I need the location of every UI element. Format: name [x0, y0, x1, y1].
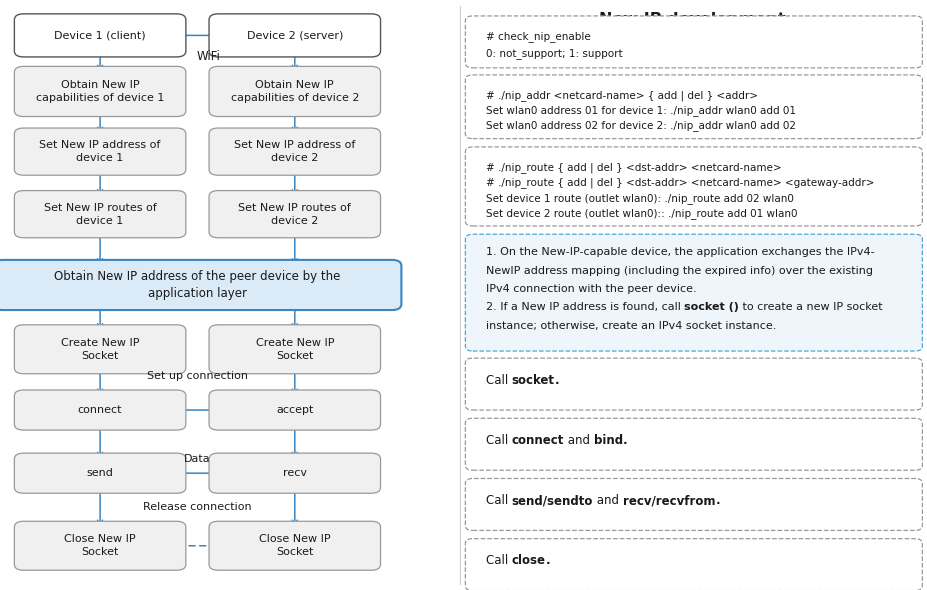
- FancyBboxPatch shape: [209, 453, 380, 493]
- FancyBboxPatch shape: [209, 191, 380, 238]
- Text: Obtain New IP address of the peer device by the
application layer: Obtain New IP address of the peer device…: [55, 270, 340, 300]
- Text: # ./nip_route { add | del } <dst-addr> <netcard-name>: # ./nip_route { add | del } <dst-addr> <…: [486, 162, 781, 173]
- FancyBboxPatch shape: [465, 418, 922, 470]
- FancyBboxPatch shape: [465, 147, 922, 226]
- Text: Obtain New IP
capabilities of device 2: Obtain New IP capabilities of device 2: [231, 80, 359, 103]
- Text: # ./nip_route { add | del } <dst-addr> <netcard-name> <gateway-addr>: # ./nip_route { add | del } <dst-addr> <…: [486, 178, 874, 188]
- FancyBboxPatch shape: [209, 390, 380, 430]
- FancyBboxPatch shape: [465, 539, 922, 590]
- Text: socket (): socket (): [684, 302, 739, 312]
- FancyBboxPatch shape: [209, 324, 380, 374]
- Text: IPv4 connection with the peer device.: IPv4 connection with the peer device.: [486, 284, 696, 294]
- Text: Close New IP
Socket: Close New IP Socket: [259, 535, 331, 557]
- FancyBboxPatch shape: [209, 14, 380, 57]
- Text: .: .: [716, 494, 720, 507]
- Text: Call: Call: [486, 374, 512, 387]
- FancyBboxPatch shape: [465, 16, 922, 68]
- Text: socket: socket: [512, 374, 554, 387]
- Text: Release connection: Release connection: [143, 503, 252, 512]
- Text: New IP development: New IP development: [599, 12, 786, 27]
- Text: bind: bind: [594, 434, 623, 447]
- Text: and: and: [565, 434, 594, 447]
- Text: Set wlan0 address 01 for device 1: ./nip_addr wlan0 add 01: Set wlan0 address 01 for device 1: ./nip…: [486, 106, 795, 116]
- Text: Call: Call: [486, 434, 512, 447]
- Text: Set device 2 route (outlet wlan0):: ./nip_route add 01 wlan0: Set device 2 route (outlet wlan0):: ./ni…: [486, 208, 797, 219]
- Text: .: .: [623, 434, 628, 447]
- FancyBboxPatch shape: [14, 324, 185, 374]
- Text: to create a new IP socket: to create a new IP socket: [739, 302, 883, 312]
- Text: connect: connect: [78, 405, 122, 415]
- FancyBboxPatch shape: [14, 67, 185, 117]
- FancyBboxPatch shape: [465, 478, 922, 530]
- FancyBboxPatch shape: [14, 390, 185, 430]
- Text: 1. On the New-IP-capable device, the application exchanges the IPv4-: 1. On the New-IP-capable device, the app…: [486, 247, 874, 257]
- Text: Obtain New IP
capabilities of device 1: Obtain New IP capabilities of device 1: [36, 80, 164, 103]
- Text: # check_nip_enable: # check_nip_enable: [486, 31, 590, 42]
- Text: NewIP address mapping (including the expired info) over the existing: NewIP address mapping (including the exp…: [486, 266, 872, 276]
- FancyBboxPatch shape: [209, 522, 380, 570]
- Text: recv: recv: [283, 468, 307, 478]
- Text: Set New IP address of
device 2: Set New IP address of device 2: [235, 140, 355, 163]
- FancyBboxPatch shape: [209, 128, 380, 175]
- FancyBboxPatch shape: [0, 260, 401, 310]
- Text: .: .: [546, 555, 551, 568]
- Text: .: .: [554, 374, 559, 387]
- FancyBboxPatch shape: [209, 67, 380, 117]
- FancyBboxPatch shape: [465, 358, 922, 410]
- Text: Set New IP routes of
device 1: Set New IP routes of device 1: [44, 203, 157, 225]
- Text: accept: accept: [276, 405, 313, 415]
- Text: Call: Call: [486, 555, 512, 568]
- Text: Device 1 (client): Device 1 (client): [55, 31, 146, 40]
- Text: Set wlan0 address 02 for device 2: ./nip_addr wlan0 add 02: Set wlan0 address 02 for device 2: ./nip…: [486, 120, 795, 132]
- FancyBboxPatch shape: [14, 14, 185, 57]
- Text: recv/recvfrom: recv/recvfrom: [623, 494, 716, 507]
- Text: 2. If a New IP address is found, call: 2. If a New IP address is found, call: [486, 302, 684, 312]
- FancyBboxPatch shape: [14, 128, 185, 175]
- FancyBboxPatch shape: [465, 75, 922, 139]
- Text: connect: connect: [512, 434, 565, 447]
- Text: WiFi: WiFi: [197, 50, 221, 63]
- Text: close: close: [512, 555, 546, 568]
- Text: and: and: [593, 494, 623, 507]
- Text: Create New IP
Socket: Create New IP Socket: [256, 338, 334, 360]
- Text: Close New IP
Socket: Close New IP Socket: [64, 535, 136, 557]
- Text: instance; otherwise, create an IPv4 socket instance.: instance; otherwise, create an IPv4 sock…: [486, 320, 776, 330]
- Text: Set device 1 route (outlet wlan0): ./nip_route add 02 wlan0: Set device 1 route (outlet wlan0): ./nip…: [486, 192, 794, 204]
- Text: send: send: [87, 468, 113, 478]
- Text: Create New IP
Socket: Create New IP Socket: [61, 338, 139, 360]
- Text: send/sendto: send/sendto: [512, 494, 593, 507]
- Text: Set New IP routes of
device 2: Set New IP routes of device 2: [238, 203, 351, 225]
- Text: Set New IP address of
device 1: Set New IP address of device 1: [40, 140, 160, 163]
- Text: Call: Call: [486, 494, 512, 507]
- Text: 0: not_support; 1: support: 0: not_support; 1: support: [486, 48, 622, 59]
- Text: Device 2 (server): Device 2 (server): [247, 31, 343, 40]
- Text: Set up connection: Set up connection: [147, 372, 248, 381]
- FancyBboxPatch shape: [465, 234, 922, 351]
- FancyBboxPatch shape: [14, 453, 185, 493]
- FancyBboxPatch shape: [14, 191, 185, 238]
- Text: # ./nip_addr <netcard-name> { add | del } <addr>: # ./nip_addr <netcard-name> { add | del …: [486, 90, 757, 101]
- FancyBboxPatch shape: [14, 522, 185, 570]
- Text: Data: Data: [184, 454, 210, 464]
